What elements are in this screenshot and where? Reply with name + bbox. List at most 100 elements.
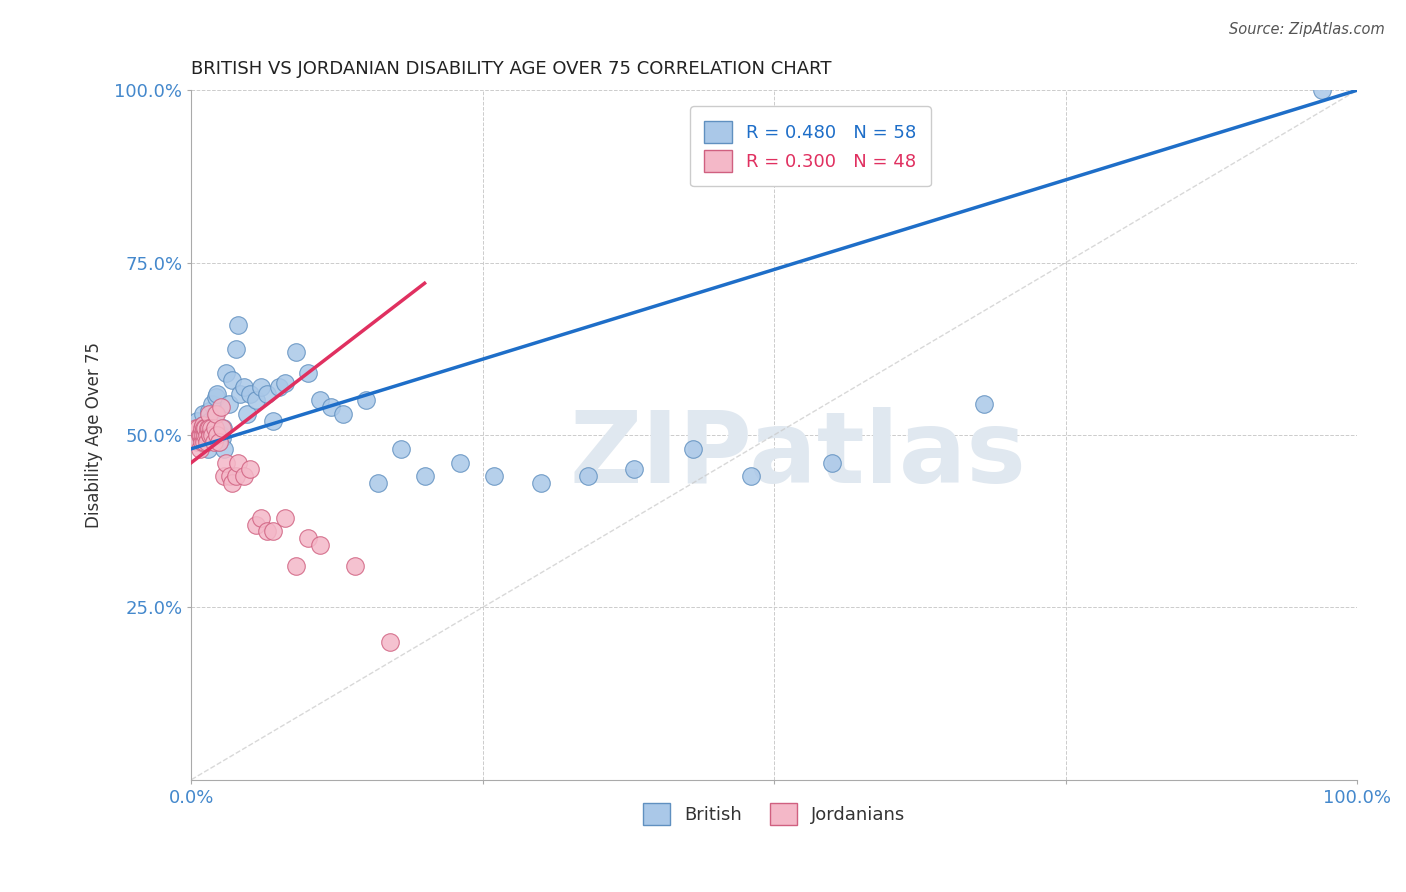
- Point: [682, 442, 704, 456]
- Point: [308, 393, 330, 408]
- Point: [194, 431, 217, 445]
- Point: [367, 476, 389, 491]
- Point: [225, 469, 247, 483]
- Point: [194, 428, 217, 442]
- Point: [205, 390, 228, 404]
- Point: [821, 456, 844, 470]
- Point: [198, 407, 221, 421]
- Point: [191, 421, 214, 435]
- Point: [200, 428, 222, 442]
- Point: [389, 442, 412, 456]
- Point: [219, 469, 242, 483]
- Point: [378, 634, 401, 648]
- Point: [198, 428, 221, 442]
- Point: [413, 469, 436, 483]
- Point: [229, 386, 252, 401]
- Point: [215, 366, 238, 380]
- Point: [198, 404, 221, 418]
- Point: [198, 421, 221, 435]
- Point: [184, 421, 207, 435]
- Point: [215, 456, 238, 470]
- Point: [232, 469, 254, 483]
- Text: BRITISH VS JORDANIAN DISABILITY AGE OVER 75 CORRELATION CHART: BRITISH VS JORDANIAN DISABILITY AGE OVER…: [191, 60, 832, 78]
- Point: [212, 421, 235, 435]
- Point: [198, 414, 221, 428]
- Point: [236, 407, 259, 421]
- Point: [205, 407, 228, 421]
- Point: [256, 386, 278, 401]
- Point: [200, 421, 222, 435]
- Point: [186, 434, 208, 449]
- Point: [256, 524, 278, 539]
- Point: [188, 442, 211, 456]
- Point: [193, 434, 215, 449]
- Point: [204, 407, 226, 421]
- Text: Source: ZipAtlas.com: Source: ZipAtlas.com: [1229, 22, 1385, 37]
- Point: [221, 476, 243, 491]
- Point: [973, 397, 995, 411]
- Point: [195, 425, 218, 439]
- Point: [576, 469, 599, 483]
- Point: [530, 476, 553, 491]
- Point: [212, 469, 235, 483]
- Point: [250, 510, 273, 524]
- Point: [218, 397, 240, 411]
- Point: [197, 442, 219, 456]
- Point: [239, 462, 262, 476]
- Point: [186, 414, 208, 428]
- Point: [250, 380, 273, 394]
- Point: [194, 421, 217, 435]
- Point: [226, 456, 249, 470]
- Point: [193, 421, 215, 435]
- Point: [226, 318, 249, 332]
- Point: [191, 417, 214, 432]
- Point: [285, 558, 308, 573]
- Point: [262, 524, 284, 539]
- Point: [273, 510, 295, 524]
- Point: [201, 397, 224, 411]
- Point: [332, 407, 354, 421]
- Point: [198, 421, 221, 435]
- Point: [225, 342, 247, 356]
- Point: [297, 366, 319, 380]
- Point: [245, 393, 267, 408]
- Point: [205, 428, 228, 442]
- Point: [212, 442, 235, 456]
- Point: [191, 417, 214, 432]
- Y-axis label: Disability Age Over 75: Disability Age Over 75: [86, 342, 103, 528]
- Point: [190, 434, 212, 449]
- Point: [740, 469, 762, 483]
- Point: [209, 428, 232, 442]
- Point: [297, 532, 319, 546]
- Point: [198, 428, 221, 442]
- Point: [205, 386, 228, 401]
- Point: [208, 434, 231, 449]
- Point: [623, 462, 645, 476]
- Point: [267, 380, 290, 394]
- Point: [285, 345, 308, 359]
- Point: [239, 386, 262, 401]
- Point: [195, 434, 218, 449]
- Point: [188, 428, 211, 442]
- Point: [202, 417, 225, 432]
- Point: [211, 431, 233, 445]
- Point: [343, 558, 366, 573]
- Point: [209, 401, 232, 415]
- Point: [308, 538, 330, 552]
- Point: [190, 428, 212, 442]
- Point: [195, 428, 218, 442]
- Point: [273, 376, 295, 391]
- Point: [187, 421, 209, 435]
- Point: [197, 421, 219, 435]
- Point: [201, 428, 224, 442]
- Point: [232, 380, 254, 394]
- Point: [356, 393, 378, 408]
- Point: [188, 428, 211, 442]
- Point: [191, 421, 214, 435]
- Point: [191, 434, 214, 449]
- Point: [484, 469, 506, 483]
- Text: ZIPatlas: ZIPatlas: [569, 407, 1026, 504]
- Point: [262, 414, 284, 428]
- Point: [245, 517, 267, 532]
- Point: [221, 373, 243, 387]
